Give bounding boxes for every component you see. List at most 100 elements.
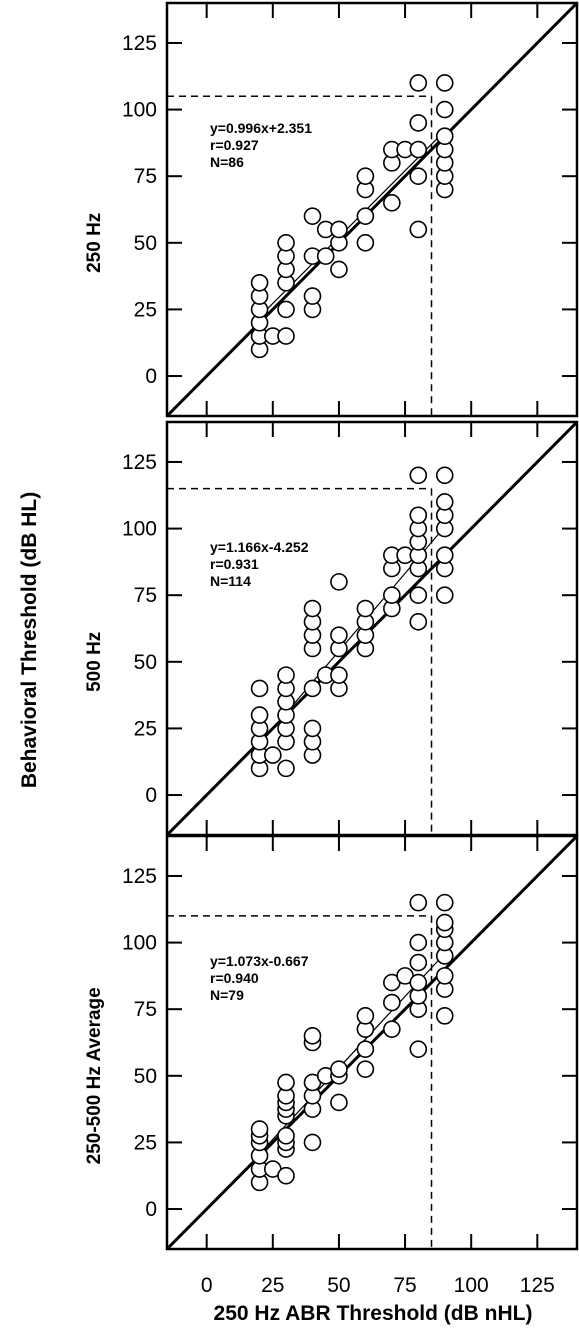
data-point [330, 260, 348, 279]
y-tick-label: 125 [122, 451, 157, 474]
y-tick-label: 75 [134, 165, 157, 188]
y-tick-label: 125 [122, 32, 157, 55]
data-point [250, 706, 269, 724]
y-axis-title: Behavioral Threshold (dB HL) [18, 492, 41, 788]
data-point [277, 327, 295, 345]
data-point [409, 973, 428, 992]
data-point [356, 234, 375, 252]
data-point [356, 207, 375, 225]
regression-annotation: N=114 [210, 573, 251, 589]
panel-y-label: 250-500 Hz Average [84, 987, 105, 1164]
data-point [435, 493, 454, 511]
data-point [356, 1060, 375, 1078]
identity-line [167, 3, 577, 416]
data-point [409, 1040, 428, 1058]
y-tick-label: 0 [145, 1198, 157, 1221]
regression-annotation: r=0.940 [210, 970, 259, 986]
data-point [435, 127, 454, 146]
y-tick-label: 50 [134, 232, 157, 255]
data-point [383, 586, 401, 604]
data-point [435, 913, 454, 932]
data-point [409, 114, 428, 132]
data-point [356, 1040, 375, 1058]
data-point [356, 167, 375, 185]
y-tick-label: 75 [134, 998, 157, 1021]
y-tick-label: 100 [122, 99, 157, 122]
y-tick-label: 100 [122, 518, 157, 541]
regression-annotation: N=86 [210, 154, 244, 170]
data-point [250, 1120, 269, 1138]
x-tick-label: 50 [327, 1274, 350, 1297]
y-tick-label: 75 [134, 584, 157, 607]
data-point [409, 74, 428, 92]
x-tick-label: 75 [393, 1274, 416, 1297]
data-point [409, 140, 428, 159]
data-point [330, 1060, 348, 1078]
identity-line [167, 836, 577, 1249]
data-point [435, 466, 454, 485]
y-tick-label: 25 [134, 1131, 157, 1154]
data-point [303, 599, 322, 618]
y-tick-label: 0 [145, 365, 157, 388]
y-tick-label: 25 [134, 298, 157, 321]
regression-annotation: y=0.996x+2.351 [210, 120, 312, 136]
data-point [330, 573, 348, 591]
y-tick-label: 0 [145, 784, 157, 807]
data-point [303, 287, 322, 305]
data-point [303, 679, 322, 698]
data-point [330, 666, 348, 684]
data-point [409, 613, 428, 631]
data-point [277, 1073, 295, 1092]
regression-annotation: y=1.073x-0.667 [210, 953, 309, 969]
data-point [409, 167, 428, 185]
data-point [277, 1126, 295, 1145]
data-point [435, 74, 454, 92]
y-tick-label: 50 [134, 651, 157, 674]
panel-y-label: 250 Hz [84, 213, 105, 273]
data-point [303, 1133, 322, 1152]
regression-annotation: y=1.166x-4.252 [210, 539, 309, 555]
data-point [409, 466, 428, 485]
y-tick-label: 50 [134, 1065, 157, 1088]
data-point [435, 586, 454, 604]
data-point [330, 626, 348, 644]
data-point [303, 719, 322, 738]
x-tick-label: 25 [261, 1274, 284, 1297]
data-point [409, 953, 428, 972]
y-tick-label: 25 [134, 717, 157, 740]
x-tick-label: 125 [520, 1274, 555, 1297]
data-point [435, 100, 454, 119]
data-point [277, 1166, 295, 1185]
data-point [435, 1007, 454, 1025]
data-point [435, 546, 454, 565]
data-point [356, 1007, 375, 1025]
data-point [383, 993, 401, 1012]
data-point [277, 234, 295, 252]
data-point [409, 933, 428, 952]
data-point [316, 247, 335, 265]
plot-frame [165, 1, 579, 418]
data-point [330, 220, 348, 239]
y-tick-label: 100 [122, 932, 157, 955]
data-point [435, 967, 454, 985]
data-point [250, 679, 269, 698]
data-point [277, 666, 295, 684]
regression-annotation: r=0.931 [210, 556, 259, 572]
data-point [409, 220, 428, 239]
x-axis-title: 250 Hz ABR Threshold (dB nHL) [214, 1302, 533, 1325]
regression-annotation: N=79 [210, 987, 244, 1003]
data-point [356, 599, 375, 618]
data-point [264, 746, 282, 764]
x-tick-label: 0 [201, 1274, 213, 1297]
panel-y-label: 500 Hz [84, 632, 105, 692]
data-point [330, 1093, 348, 1112]
data-point [383, 194, 401, 212]
data-point [303, 207, 322, 225]
data-point [277, 759, 295, 778]
data-point [277, 300, 295, 319]
